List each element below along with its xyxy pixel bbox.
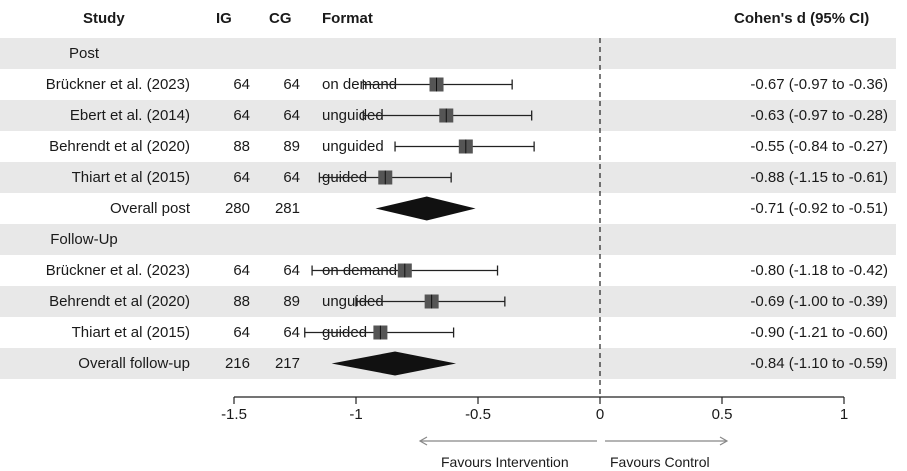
study-row: Thiart et al (2015) 64 64 guided -0.88 (-1.1…	[0, 162, 896, 193]
x-tick-label: -1.5	[221, 406, 247, 423]
x-tick-label: 0.5	[711, 406, 733, 423]
ig-count: 216	[224, 355, 250, 372]
ig-count: 88	[233, 138, 250, 155]
format-label: on demand	[322, 76, 398, 93]
study-name: Overall follow-up	[78, 355, 190, 372]
cg-count: 281	[274, 200, 300, 217]
study-name: Brückner et al. (2023)	[45, 76, 190, 93]
header-study: Study	[83, 10, 125, 27]
study-name: Overall post	[109, 200, 190, 217]
overall-row: Overall post 280 281 -0.71 (-0.92 to -0.51)	[0, 193, 896, 224]
cg-count: 89	[283, 293, 300, 310]
effect-ci-text: -0.84 (-1.10 to -0.59)	[750, 355, 888, 372]
header-cg: CG	[269, 10, 292, 27]
section-label: Post	[68, 45, 99, 62]
ig-count: 88	[233, 293, 250, 310]
ig-count: 64	[233, 262, 250, 279]
ig-count: 64	[233, 76, 250, 93]
section-row: Follow-Up	[0, 224, 896, 255]
header-format: Format	[322, 10, 373, 27]
effect-ci-text: -0.55 (-0.84 to -0.27)	[750, 138, 888, 155]
favours-intervention-arrowhead	[418, 436, 428, 446]
effect-ci-text: -0.69 (-1.00 to -0.39)	[750, 293, 888, 310]
study-name: Thiart et al (2015)	[71, 324, 190, 341]
cg-count: 89	[283, 138, 300, 155]
study-row: Brückner et al. (2023) 64 64 on demand -0.67…	[0, 69, 896, 100]
favours-intervention-label: Favours Intervention	[441, 454, 569, 470]
effect-ci-text: -0.71 (-0.92 to -0.51)	[750, 200, 888, 217]
x-tick-label: -0.5	[465, 406, 491, 423]
ig-count: 280	[224, 200, 250, 217]
section-row: Post	[0, 38, 896, 69]
format-label: unguided	[322, 107, 384, 124]
cg-count: 64	[283, 169, 300, 186]
effect-ci-text: -0.67 (-0.97 to -0.36)	[750, 76, 888, 93]
format-label: unguided	[322, 293, 384, 310]
favours-control-arrowhead	[719, 436, 729, 446]
study-name: Thiart et al (2015)	[71, 169, 190, 186]
overall-diamond	[331, 351, 457, 376]
study-name: Behrendt et al (2020)	[49, 138, 190, 155]
section-label: Follow-Up	[50, 231, 118, 248]
study-name: Ebert et al. (2014)	[69, 107, 190, 124]
cg-count: 64	[283, 324, 300, 341]
cg-count: 64	[283, 76, 300, 93]
study-row: Thiart et al (2015) 64 64 guided -0.90 (-1.2…	[0, 317, 896, 348]
ig-count: 64	[233, 324, 250, 341]
ig-count: 64	[233, 107, 250, 124]
effect-ci-text: -0.63 (-0.97 to -0.28)	[750, 107, 888, 124]
cg-count: 64	[283, 107, 300, 124]
study-row: Brückner et al. (2023) 64 64 on demand -0.80…	[0, 255, 896, 286]
header-ig: IG	[216, 10, 232, 27]
overall-diamond	[375, 196, 476, 221]
effect-ci-text: -0.90 (-1.21 to -0.60)	[750, 324, 888, 341]
effect-ci-text: -0.88 (-1.15 to -0.61)	[750, 169, 888, 186]
format-label: unguided	[322, 138, 384, 155]
study-name: Behrendt et al (2020)	[49, 293, 190, 310]
cg-count: 64	[283, 262, 300, 279]
x-tick-label: 0	[595, 406, 605, 423]
ig-count: 64	[233, 169, 250, 186]
study-row: Behrendt et al (2020) 88 89 unguided -0.55 (…	[0, 131, 896, 162]
header-effect: Cohen's d (95% CI)	[734, 10, 870, 27]
cg-count: 217	[274, 355, 300, 372]
x-tick-label: -1	[349, 406, 363, 423]
study-name: Brückner et al. (2023)	[45, 262, 190, 279]
x-tick-label: 1	[839, 406, 849, 423]
effect-ci-text: -0.80 (-1.18 to -0.42)	[750, 262, 888, 279]
favours-control-label: Favours Control	[610, 454, 710, 470]
